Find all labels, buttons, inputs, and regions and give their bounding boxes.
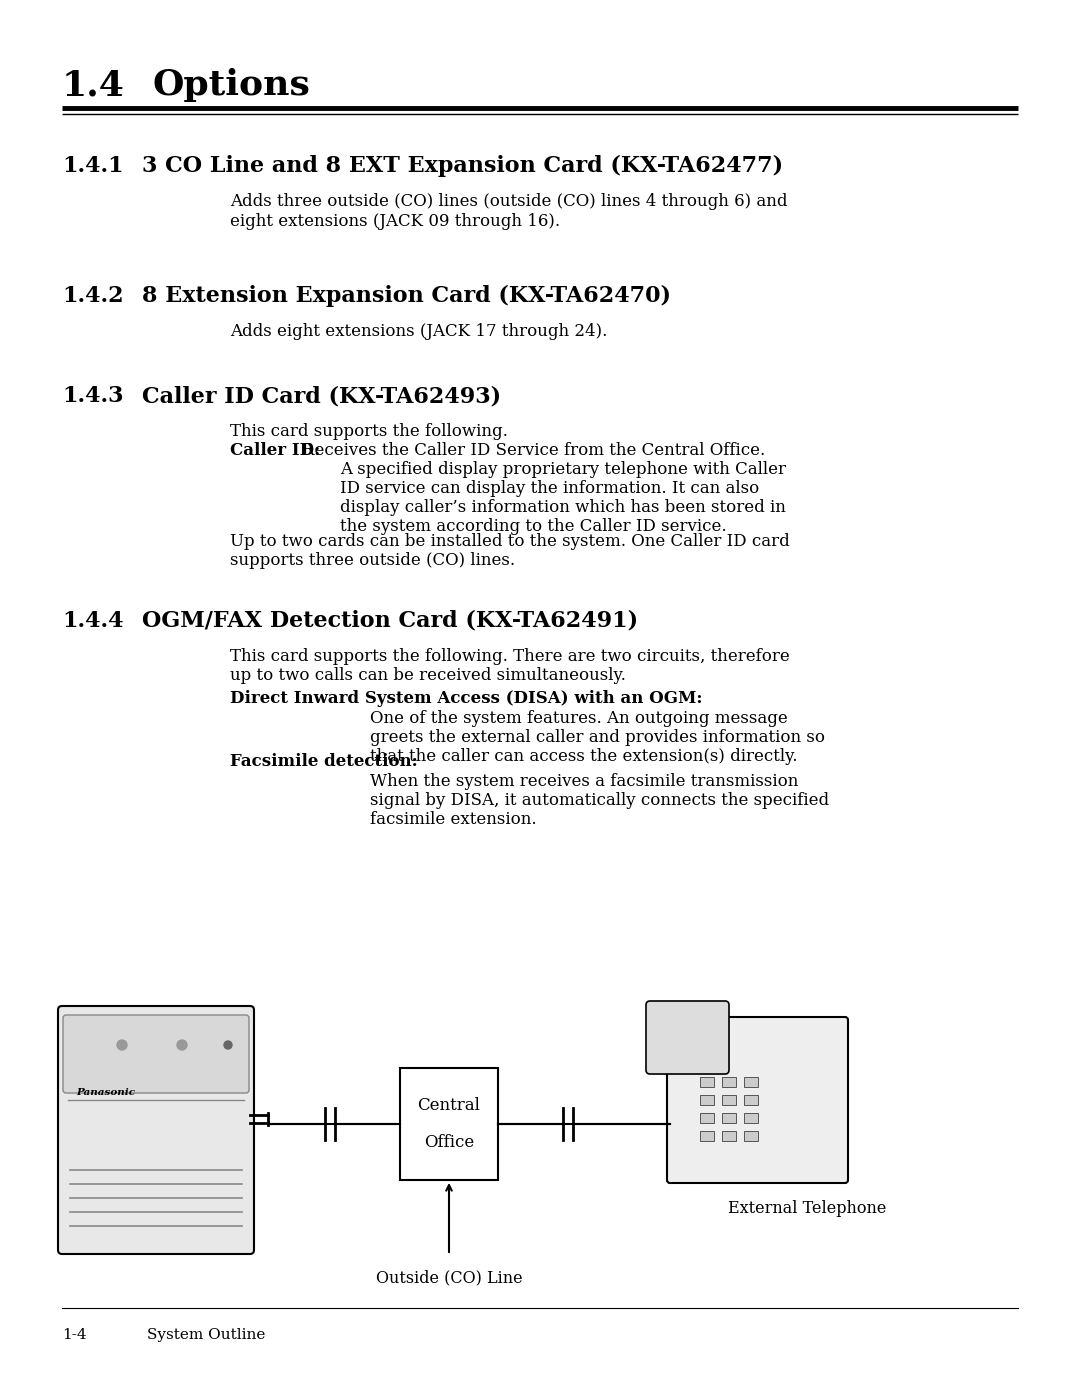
- Bar: [700, 1095, 714, 1105]
- Text: Panasonic: Panasonic: [76, 1088, 135, 1097]
- Text: Caller ID Card (KX-TA62493): Caller ID Card (KX-TA62493): [141, 386, 501, 407]
- Text: Caller ID:: Caller ID:: [230, 441, 321, 460]
- Bar: [744, 1113, 758, 1123]
- Text: This card supports the following.: This card supports the following.: [230, 423, 508, 440]
- Text: 1.4.4: 1.4.4: [62, 610, 123, 631]
- Text: Up to two cards can be installed to the system. One Caller ID card: Up to two cards can be installed to the …: [230, 534, 789, 550]
- Text: When the system receives a facsimile transmission: When the system receives a facsimile tra…: [370, 773, 798, 789]
- Text: 1.4: 1.4: [62, 68, 125, 102]
- Text: 1.4.1: 1.4.1: [62, 155, 123, 177]
- Bar: [723, 1132, 735, 1141]
- Text: up to two calls can be received simultaneously.: up to two calls can be received simultan…: [230, 666, 626, 685]
- Text: Central: Central: [418, 1097, 481, 1113]
- Text: OGM/FAX Detection Card (KX-TA62491): OGM/FAX Detection Card (KX-TA62491): [141, 610, 638, 631]
- Text: Office: Office: [423, 1134, 474, 1151]
- FancyBboxPatch shape: [58, 1006, 254, 1255]
- Text: Direct Inward System Access (DISA) with an OGM:: Direct Inward System Access (DISA) with …: [230, 690, 702, 707]
- Text: External Telephone: External Telephone: [728, 1200, 887, 1217]
- Text: One of the system features. An outgoing message: One of the system features. An outgoing …: [370, 710, 787, 726]
- Text: Adds three outside (CO) lines (outside (CO) lines 4 through 6) and: Adds three outside (CO) lines (outside (…: [230, 193, 787, 210]
- Text: Outside (CO) Line: Outside (CO) Line: [376, 1268, 523, 1287]
- Text: Options: Options: [152, 68, 310, 102]
- Bar: [700, 1132, 714, 1141]
- Text: greets the external caller and provides information so: greets the external caller and provides …: [370, 729, 825, 746]
- Text: System Outline: System Outline: [147, 1329, 266, 1343]
- Text: facsimile extension.: facsimile extension.: [370, 812, 537, 828]
- Bar: [744, 1095, 758, 1105]
- Bar: [744, 1132, 758, 1141]
- Text: Facsimile detection:: Facsimile detection:: [230, 753, 418, 770]
- Bar: [700, 1113, 714, 1123]
- Text: This card supports the following. There are two circuits, therefore: This card supports the following. There …: [230, 648, 789, 665]
- Bar: [723, 1095, 735, 1105]
- Text: supports three outside (CO) lines.: supports three outside (CO) lines.: [230, 552, 515, 569]
- Text: 3 CO Line and 8 EXT Expansion Card (KX-TA62477): 3 CO Line and 8 EXT Expansion Card (KX-T…: [141, 155, 783, 177]
- Text: Adds eight extensions (JACK 17 through 24).: Adds eight extensions (JACK 17 through 2…: [230, 323, 607, 339]
- Text: ID service can display the information. It can also: ID service can display the information. …: [340, 481, 759, 497]
- Text: 1.4.2: 1.4.2: [62, 285, 123, 307]
- Bar: [400, 1067, 498, 1180]
- Text: Receives the Caller ID Service from the Central Office.: Receives the Caller ID Service from the …: [302, 441, 766, 460]
- Bar: [700, 1077, 714, 1087]
- Circle shape: [224, 1041, 232, 1049]
- Text: display caller’s information which has been stored in: display caller’s information which has b…: [340, 499, 786, 515]
- Bar: [744, 1077, 758, 1087]
- FancyBboxPatch shape: [63, 1016, 249, 1092]
- Text: 1-4: 1-4: [62, 1329, 86, 1343]
- Circle shape: [117, 1039, 127, 1051]
- FancyBboxPatch shape: [667, 1017, 848, 1183]
- Text: A specified display proprietary telephone with Caller: A specified display proprietary telephon…: [340, 461, 786, 478]
- Text: 8 Extension Expansion Card (KX-TA62470): 8 Extension Expansion Card (KX-TA62470): [141, 285, 671, 307]
- Circle shape: [177, 1039, 187, 1051]
- FancyBboxPatch shape: [646, 1002, 729, 1074]
- Text: 1.4.3: 1.4.3: [62, 386, 123, 407]
- Bar: [723, 1077, 735, 1087]
- Text: the system according to the Caller ID service.: the system according to the Caller ID se…: [340, 518, 727, 535]
- Bar: [723, 1113, 735, 1123]
- Text: signal by DISA, it automatically connects the specified: signal by DISA, it automatically connect…: [370, 792, 829, 809]
- Text: that the caller can access the extension(s) directly.: that the caller can access the extension…: [370, 747, 797, 766]
- Text: eight extensions (JACK 09 through 16).: eight extensions (JACK 09 through 16).: [230, 212, 561, 231]
